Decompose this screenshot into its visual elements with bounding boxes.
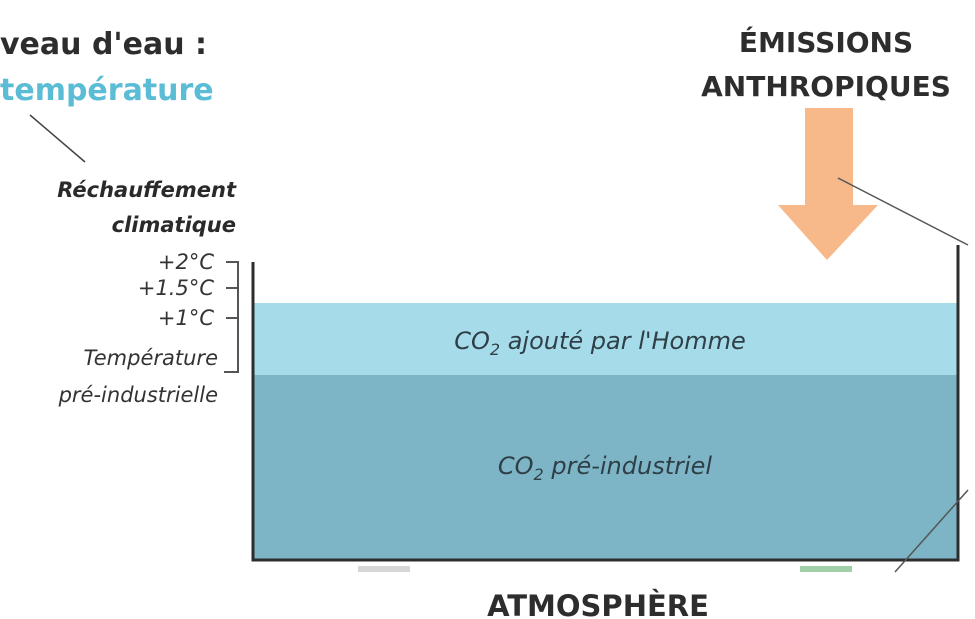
rest: pré-industriel <box>544 452 713 480</box>
base-label: CO2 pré-industriel <box>498 452 713 484</box>
sub: 2 <box>534 465 544 484</box>
warming-label: climatique <box>112 213 236 237</box>
tank-title: ATMOSPHÈRE <box>487 589 709 619</box>
marker <box>800 566 852 572</box>
sub: 2 <box>490 340 500 359</box>
baseline-label: Température <box>84 346 218 370</box>
co2: CO <box>498 452 534 480</box>
pointer-line <box>30 115 85 162</box>
warming-label: Réchauffement <box>57 178 237 202</box>
bracket <box>224 262 238 372</box>
diagram: veau d'eau : température Réchauffement c… <box>0 0 975 619</box>
marker <box>358 566 410 572</box>
baseline-label: pré-industrielle <box>58 383 218 407</box>
title-line: température <box>0 73 214 108</box>
rest: ajouté par l'Homme <box>500 327 746 355</box>
level-label: +2°C <box>158 250 214 274</box>
title-line: veau d'eau : <box>0 27 207 62</box>
level-label: +1°C <box>158 306 214 330</box>
emissions-label: ANTHROPIQUES <box>701 70 951 103</box>
emissions-label: ÉMISSIONS <box>739 25 913 59</box>
co2: CO <box>454 327 490 355</box>
emission-arrow <box>778 108 878 260</box>
level-label: +1.5°C <box>138 276 214 300</box>
